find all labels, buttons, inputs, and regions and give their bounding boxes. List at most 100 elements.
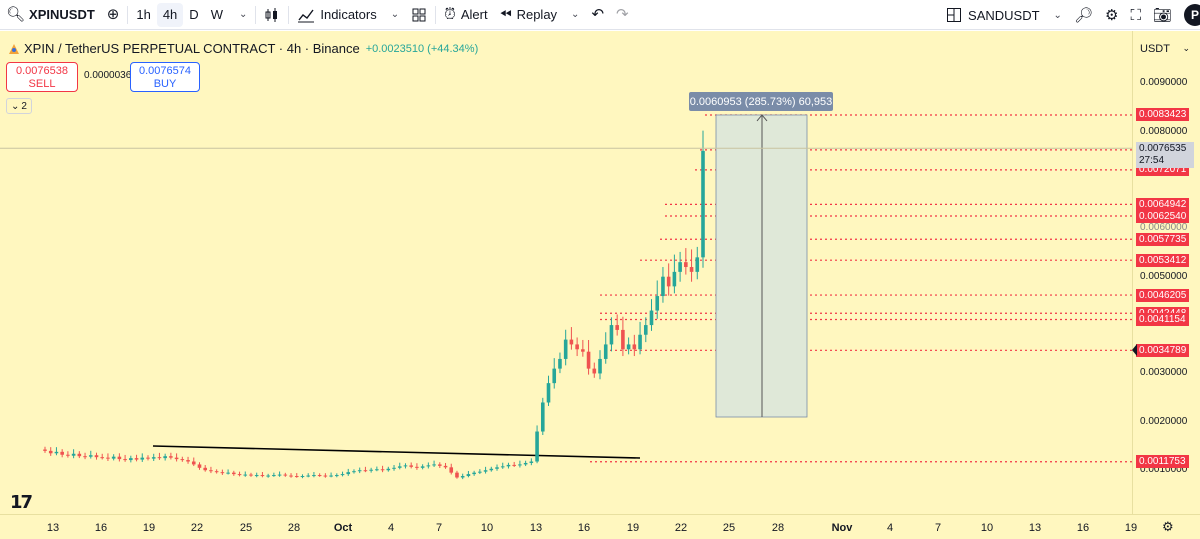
interval-w[interactable]: W (205, 0, 229, 30)
candle-body (249, 474, 253, 476)
candle-body (701, 150, 705, 258)
search-icon: 🔍︎ (6, 5, 26, 23)
candle-body (254, 475, 259, 477)
candle-body (169, 456, 173, 458)
currency-selector[interactable]: USDT ⌄ (1136, 40, 1194, 58)
chart-canvas[interactable] (0, 31, 1132, 514)
interval-d[interactable]: D (183, 0, 204, 30)
time-tick-label: Oct (333, 522, 353, 534)
xpin-logo-icon (9, 43, 19, 54)
camera-icon: 📷︎ (1152, 5, 1172, 24)
compare-symbol-button[interactable]: SANDUSDT ⌄ (940, 0, 1068, 30)
candle-body (77, 453, 82, 457)
time-tick-label: 13 (529, 522, 543, 534)
alert-button[interactable]: ⏰︎ Alert (438, 0, 493, 30)
avatar[interactable]: P (1184, 4, 1200, 26)
sell-button[interactable]: 0.0076538 SELL (6, 62, 78, 92)
candle-body (581, 349, 585, 352)
level-price-tag: 0.0057735 (1136, 232, 1190, 246)
candle-body (546, 383, 551, 403)
chart-type-button[interactable] (258, 0, 286, 30)
replay-button[interactable]: ⏪︎ Replay ⌄ (494, 0, 586, 30)
candle-body (134, 458, 139, 460)
candle-body (621, 329, 625, 350)
buy-button[interactable]: 0.0076574 BUY (130, 62, 200, 92)
price-tick-label: 0.0080000 (1140, 125, 1188, 137)
candle-body (684, 262, 688, 268)
redo-button[interactable]: ↷ (610, 0, 635, 30)
candle-body (243, 474, 248, 476)
collapse-indicators-button[interactable]: ⌄ 2 (6, 98, 32, 114)
layout-button[interactable] (405, 0, 433, 30)
candle-body (232, 472, 236, 475)
chart-pane[interactable] (0, 31, 1132, 514)
fullscreen-icon: ⛶ (1130, 5, 1141, 24)
snapshot-button[interactable]: 📷︎ (1147, 0, 1178, 30)
candle-body (375, 469, 379, 471)
quick-search-button[interactable]: 🔎︎ (1068, 0, 1099, 30)
candle-body (157, 457, 162, 459)
indicators-button[interactable]: Indicators ⌄ (291, 0, 405, 30)
interval-dropdown[interactable]: ⌄ (229, 0, 253, 30)
candle-body (460, 476, 465, 478)
rewind-icon: ⏪︎ (499, 5, 512, 23)
candle-body (438, 464, 442, 466)
gear-icon[interactable]: ⚙ (1162, 520, 1174, 535)
candle-body (54, 451, 59, 454)
time-tick-label: 13 (46, 522, 60, 534)
interval-1h[interactable]: 1h (130, 0, 156, 30)
candle-body (294, 476, 299, 478)
candle-body (117, 456, 122, 460)
fullscreen-button[interactable]: ⛶ (1124, 0, 1147, 30)
candle-body (472, 472, 476, 475)
level-price-tag: 0.0062540 (1136, 209, 1190, 223)
time-tick-label: 19 (1124, 522, 1138, 534)
layout-grid-icon (412, 8, 426, 21)
candle-body (420, 466, 425, 468)
candle-body (71, 453, 76, 456)
price-tick-label: 0.0020000 (1140, 415, 1188, 427)
candle-body (403, 465, 408, 467)
candle-body (409, 465, 413, 467)
candle-body (186, 460, 190, 462)
magnify-icon: 🔎︎ (1073, 5, 1093, 24)
level-price-tag: 0.0041154 (1136, 312, 1189, 326)
time-tick-label: 4 (886, 522, 894, 534)
candle-body (569, 339, 574, 345)
interval-4h[interactable]: 4h (156, 2, 184, 27)
add-circle-icon: ⊕ (106, 5, 120, 23)
candle-body (609, 325, 614, 345)
settings-button[interactable]: ⚙ (1099, 0, 1124, 30)
candle-body (363, 470, 368, 472)
toolbar-right: SANDUSDT ⌄ 🔎︎ ⚙ ⛶ 📷︎ P (940, 0, 1200, 30)
candle-body (323, 475, 328, 477)
price-tick-label: 0.0010000 (1140, 464, 1188, 476)
alarm-clock-icon: ⏰︎ (444, 5, 456, 23)
time-tick-label: 7 (934, 522, 942, 534)
time-tick-label: 25 (722, 522, 736, 534)
candle-body (369, 469, 373, 471)
compare-button[interactable]: ⊕ (101, 0, 126, 30)
symbol-search[interactable]: 🔍︎ XPINUSDT (0, 0, 101, 30)
trendline (152, 445, 641, 459)
candle-body (638, 334, 642, 350)
candle-body (592, 368, 597, 374)
candle-body (300, 476, 305, 478)
time-tick-label: 19 (626, 522, 640, 534)
time-tick-label: 10 (980, 522, 994, 534)
chevron-down-icon: ⌄ (1182, 44, 1190, 54)
candle-body (529, 461, 534, 463)
compare-symbol-label: SANDUSDT (968, 7, 1040, 23)
candle-body (352, 471, 356, 473)
candle-body (140, 457, 145, 460)
measure-arrowhead (756, 114, 768, 122)
candle-body (506, 464, 511, 467)
time-axis[interactable] (0, 514, 1200, 539)
interval-label: 4h (162, 7, 178, 22)
candle-body (512, 464, 516, 466)
candle-body (237, 474, 242, 476)
undo-button[interactable]: ↶ (585, 0, 610, 30)
level-price-tag: 0.0064942 (1136, 197, 1190, 211)
tradingview-logo[interactable]: 17 (10, 492, 33, 513)
time-tick-label: 10 (480, 522, 494, 534)
